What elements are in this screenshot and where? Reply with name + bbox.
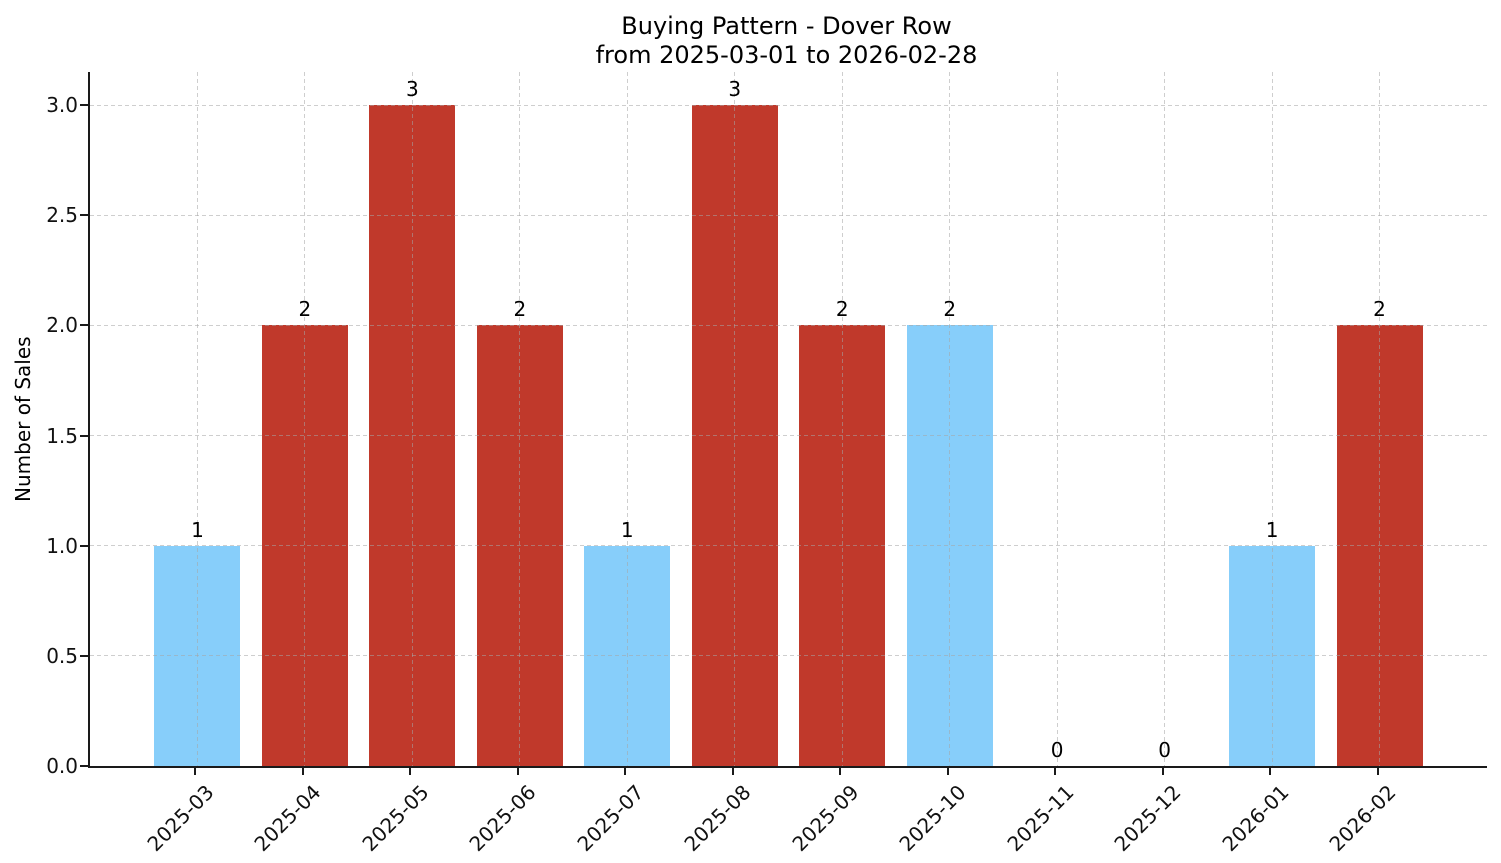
bar-value-label: 2: [835, 297, 849, 322]
x-tick-label-2025-08: 2025-08: [679, 780, 756, 857]
gridline-v: [949, 72, 951, 766]
y-tick: [80, 214, 88, 217]
x-tick: [1161, 768, 1164, 775]
gridline-h: [90, 435, 1487, 437]
bar-value-label: 2: [513, 297, 527, 322]
x-tick-label-2025-03: 2025-03: [142, 780, 219, 857]
x-tick-label-2025-04: 2025-04: [249, 780, 326, 857]
bar-value-label: 1: [191, 517, 204, 542]
x-tick-label-2025-10: 2025-10: [894, 780, 971, 857]
gridline-h: [90, 655, 1487, 657]
bar-value-label: 2: [943, 297, 957, 322]
x-tick-label-2025-07: 2025-07: [572, 780, 649, 857]
chart-subtitle: from 2025-03-01 to 2026-02-28: [595, 41, 978, 69]
x-tick-label-2025-06: 2025-06: [464, 780, 541, 857]
y-tick: [80, 544, 88, 547]
x-tick-label-2025-05: 2025-05: [357, 780, 434, 857]
x-tick: [1376, 768, 1379, 775]
bar-value-label: 3: [728, 77, 742, 102]
x-tick: [1269, 768, 1272, 775]
x-tick: [516, 768, 519, 775]
x-tick: [946, 768, 949, 775]
gridline-v: [626, 72, 628, 766]
x-tick: [301, 768, 304, 775]
y-tick-label: 3.0: [46, 93, 78, 118]
gridline-v: [196, 72, 198, 766]
y-tick-label: 1.0: [46, 533, 78, 558]
gridline-h: [90, 214, 1487, 216]
bar-value-label: 0: [1050, 738, 1064, 762]
gridline-h: [90, 324, 1487, 326]
bar-value-label: 1: [1265, 517, 1279, 542]
gridline-v: [1379, 72, 1381, 766]
x-tick: [1054, 768, 1057, 775]
x-tick: [409, 768, 412, 775]
y-tick: [80, 324, 88, 327]
gridline-v: [841, 72, 843, 766]
bar-value-label: 0: [1158, 738, 1171, 762]
y-tick: [80, 104, 88, 107]
y-tick-label: 1.5: [46, 423, 78, 448]
gridline-h: [90, 545, 1487, 547]
x-tick: [839, 768, 842, 775]
x-tick-label-2025-11: 2025-11: [1002, 780, 1079, 857]
y-tick-label: 0.0: [46, 754, 78, 778]
gridline-v: [1056, 72, 1058, 766]
y-tick-label: 2.0: [46, 313, 78, 338]
x-tick-label-2025-12: 2025-12: [1109, 780, 1186, 857]
x-tick: [624, 768, 627, 775]
x-tick-label-2025-09: 2025-09: [787, 780, 864, 857]
x-tick: [194, 768, 197, 775]
gridline-h: [90, 104, 1487, 106]
x-tick-label-2026-02: 2026-02: [1324, 780, 1401, 857]
bar-value-label: 1: [620, 517, 634, 542]
y-tick: [80, 434, 88, 437]
gridline-v: [304, 72, 306, 766]
y-tick-label: 0.5: [46, 643, 78, 668]
gridline-v: [1164, 72, 1166, 766]
y-tick-label: 2.5: [46, 203, 78, 228]
plot-area: 1 2 3 2 1 3 2 2 0 0 1 2: [88, 72, 1487, 768]
gridline-v: [734, 72, 736, 766]
bar-value-label: 3: [406, 77, 419, 102]
y-tick: [80, 654, 88, 657]
x-tick-label-2026-01: 2026-01: [1216, 780, 1294, 857]
y-tick: [80, 765, 88, 767]
x-tick: [731, 768, 734, 775]
gridline-v: [519, 72, 521, 766]
gridline-v: [411, 72, 413, 766]
gridline-v: [1271, 72, 1273, 766]
chart-title: Buying Pattern - Dover Row: [621, 12, 952, 40]
bar-value-label: 2: [298, 297, 312, 322]
bar-value-label: 2: [1373, 297, 1386, 322]
